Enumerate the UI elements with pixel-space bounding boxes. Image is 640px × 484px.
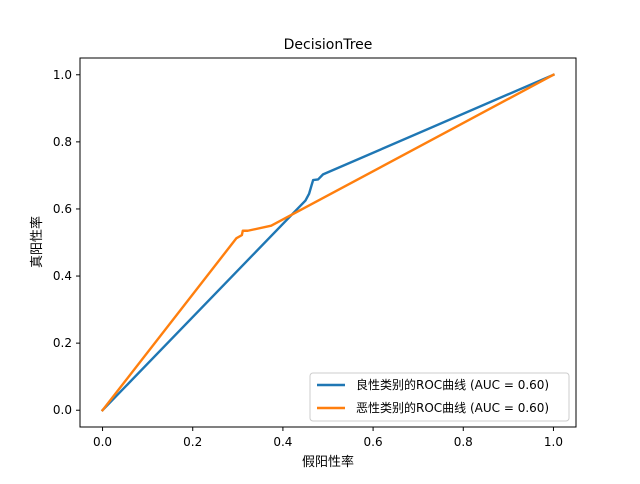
- x-tick-label: 0.0: [93, 435, 112, 449]
- legend-label-malignant: 恶性类别的ROC曲线 (AUC = 0.60): [356, 400, 549, 415]
- x-axis-label: 假阳性率: [302, 454, 354, 470]
- y-tick-label: 0.2: [53, 336, 72, 350]
- y-tick-label: 0.6: [53, 202, 72, 216]
- chart-title: DecisionTree: [284, 37, 373, 53]
- legend: 良性类别的ROC曲线 (AUC = 0.60) 恶性类别的ROC曲线 (AUC …: [309, 372, 570, 422]
- legend-label-benign: 良性类别的ROC曲线 (AUC = 0.60): [356, 377, 549, 392]
- x-tick-label: 1.0: [544, 435, 563, 449]
- plot-frame: [79, 57, 577, 428]
- y-tick-label: 0.8: [53, 135, 72, 149]
- series-line-benign: [100, 73, 556, 412]
- y-tick-label: 1.0: [53, 68, 72, 82]
- y-tick-label: 0.0: [53, 403, 72, 417]
- series-line-malignant: [100, 73, 556, 412]
- x-tick-label: 0.6: [364, 435, 383, 449]
- series-layer: [100, 73, 556, 412]
- x-tick-label: 0.4: [273, 435, 292, 449]
- y-tick-label: 0.4: [53, 269, 72, 283]
- x-axis-ticks: 0.0 0.2 0.4 0.6 0.8 1.0: [93, 427, 563, 449]
- legend-box: [309, 372, 570, 422]
- y-axis-ticks: 0.0 0.2 0.4 0.6 0.8 1.0: [53, 68, 80, 417]
- x-tick-label: 0.2: [183, 435, 202, 449]
- y-axis-label: 真阳性率: [29, 216, 45, 268]
- x-tick-label: 0.8: [454, 435, 473, 449]
